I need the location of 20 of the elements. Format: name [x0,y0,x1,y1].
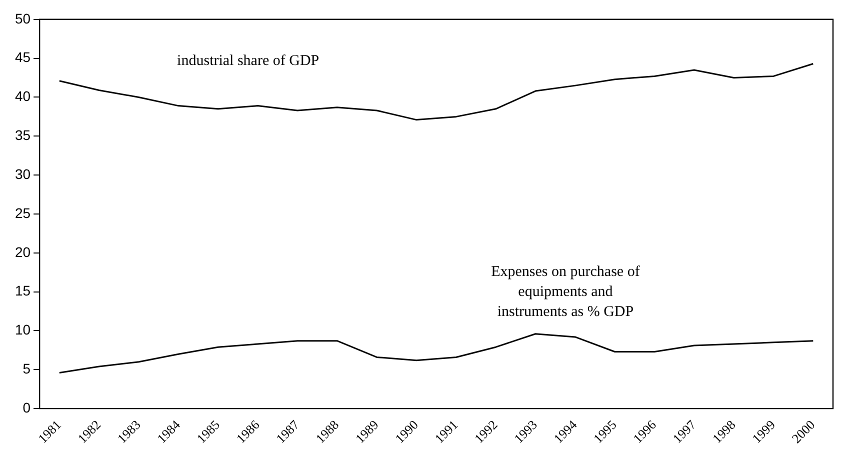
y-tick-label: 10 [14,322,31,338]
y-tick-label: 35 [14,127,31,144]
y-tick-label: 0 [22,399,31,416]
y-tick-label: 20 [14,244,31,260]
series-label: Expenses on purchase of equipments and instruments as % GDP [491,264,640,320]
x-tick-label: 1999 [749,417,778,446]
x-tick-label: 1982 [74,417,104,446]
y-tick-label: 5 [22,360,31,377]
y-tick-label: 30 [14,166,31,182]
x-tick-label: 1981 [34,417,64,446]
x-tick-label: 1992 [471,417,500,446]
x-tick-label: 1990 [392,417,421,446]
y-tick-label: 45 [14,49,31,66]
y-tick-label: 40 [14,88,31,104]
y-tick-label: 15 [14,282,31,299]
x-tick-label: 1989 [352,417,382,446]
y-tick-label: 25 [14,204,31,221]
y-tick-label: 50 [14,10,31,26]
x-tick-label: 1991 [432,417,461,446]
text: industrial share of GDP [177,52,320,69]
